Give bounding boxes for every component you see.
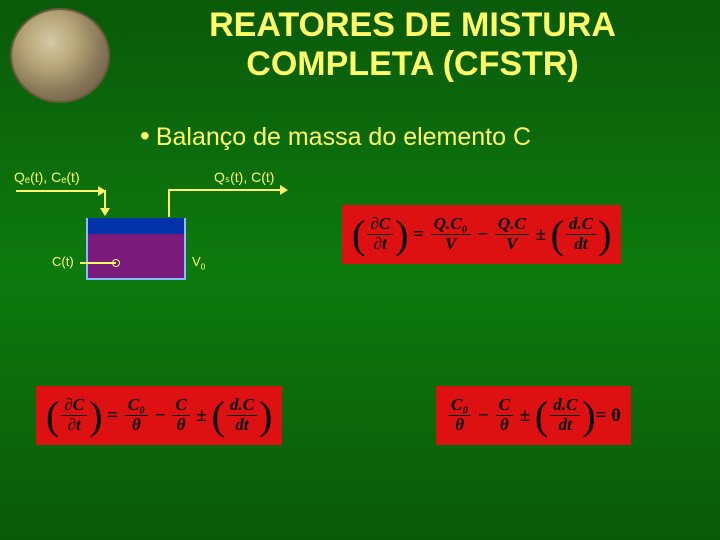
- coin-image: [10, 8, 110, 103]
- inflow-label: Qₑ(t), Cₑ(t): [14, 169, 80, 185]
- arrow-in-down: [104, 190, 106, 214]
- v0-label: V0: [192, 254, 205, 272]
- ct-pointer: [80, 262, 116, 264]
- arrow-in: [16, 190, 104, 192]
- arrow-out-up: [168, 189, 170, 217]
- equation-3: C₀θ − Cθ ± d.Cdt = 0: [436, 386, 631, 445]
- reactor-tank: [86, 218, 186, 280]
- equation-1: ∂C∂t = Q.C₀V − Q.CV ± d.Cdt: [342, 205, 621, 264]
- ct-label: C(t): [52, 254, 74, 269]
- arrow-out: [168, 189, 286, 191]
- outflow-label: Qₛ(t), C(t): [214, 169, 274, 186]
- bullet-text: Balanço de massa do elemento C: [140, 120, 531, 152]
- equation-2: ∂C∂t = C₀θ − Cθ ± d.Cdt: [36, 386, 282, 445]
- slide-title: REATORES DE MISTURA COMPLETA (CFSTR): [115, 6, 710, 84]
- tank-fill: [88, 234, 184, 278]
